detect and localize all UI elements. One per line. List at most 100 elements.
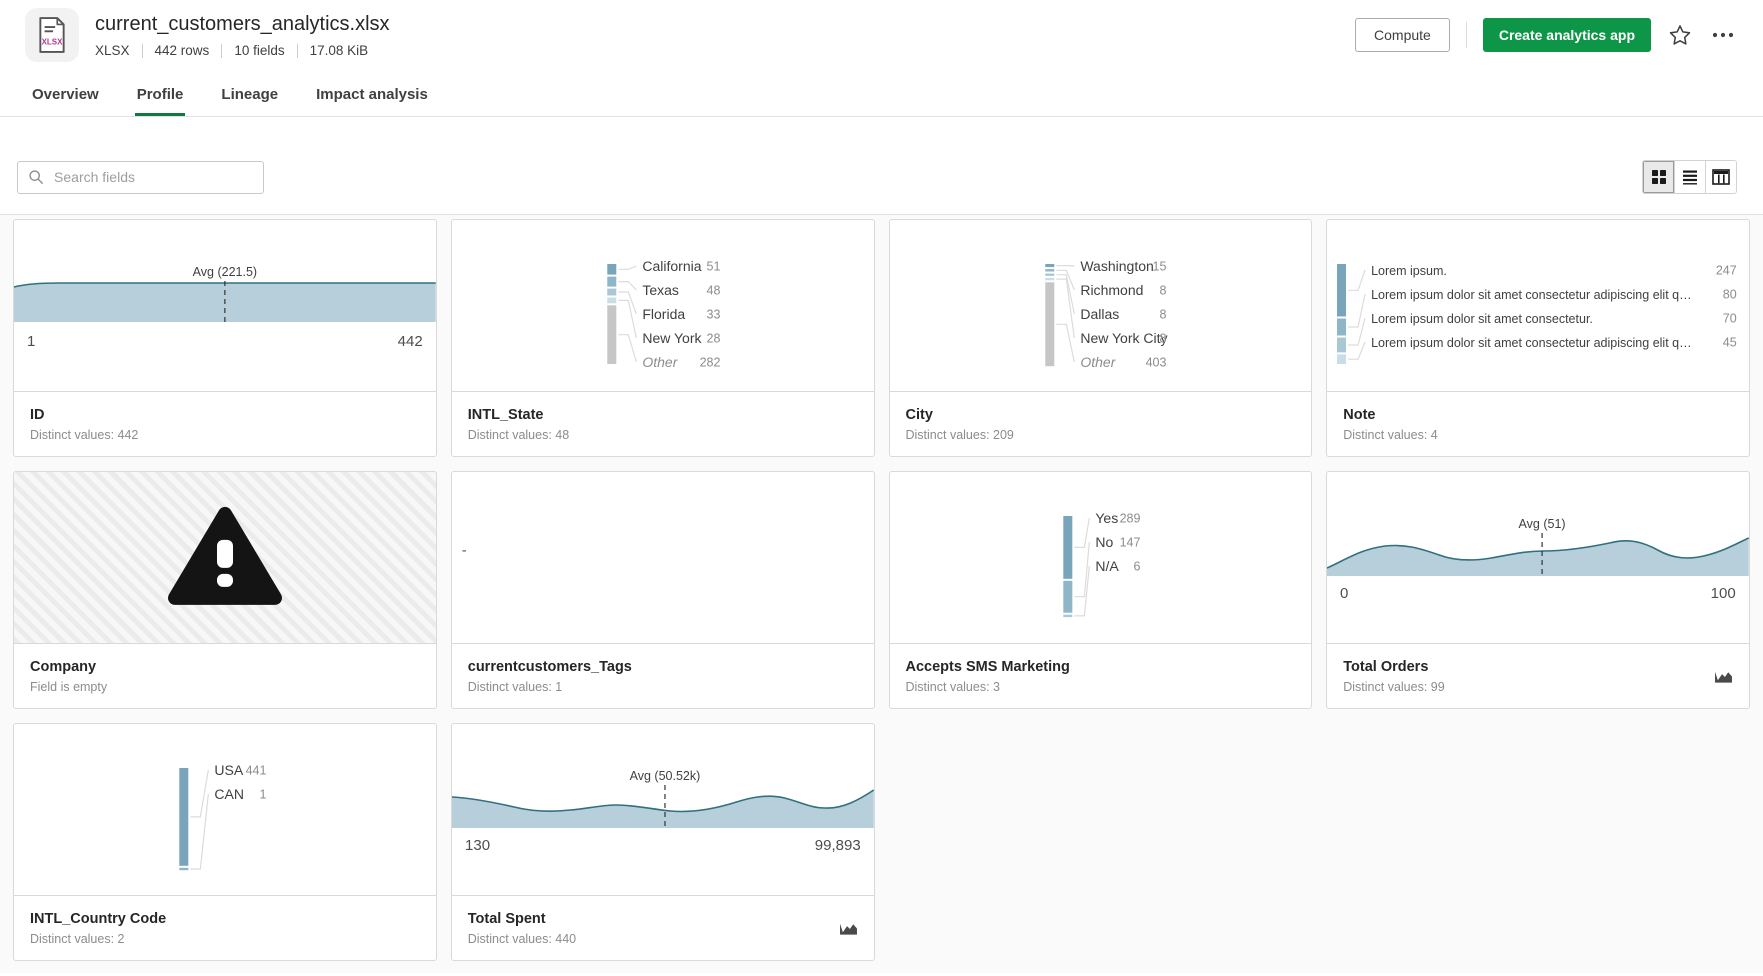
page-header: XLSX current_customers_analytics.xlsx XL…	[0, 0, 1763, 62]
fields-grid: Avg (221.5) 1 442 ID Distinct values: 442 …	[13, 219, 1750, 961]
total-orders-distribution-chart: Avg (51) 0 100	[1327, 472, 1749, 643]
field-meta: Distinct values: 99	[1343, 679, 1445, 694]
field-meta: Field is empty	[30, 679, 108, 694]
field-meta: Distinct values: 2	[30, 931, 125, 946]
field-card-company: Company Field is empty	[13, 471, 437, 709]
xlsx-file-icon: XLSX	[25, 8, 79, 62]
grid-view-button[interactable]	[1643, 161, 1674, 193]
area-chart-icon[interactable]	[1714, 668, 1733, 684]
svg-text:New York: New York	[642, 330, 702, 346]
svg-text:8: 8	[1159, 332, 1166, 346]
list-view-button[interactable]	[1674, 161, 1705, 193]
field-card-accepts-sms-marketing: Yes 289 No 147 N/A 6 Accepts SMS Marketing Di…	[888, 471, 1313, 709]
tab-lineage[interactable]: Lineage	[221, 86, 279, 103]
field-name: Company	[30, 659, 97, 676]
compute-button[interactable]: Compute	[1355, 18, 1450, 52]
svg-text:California: California	[642, 258, 701, 274]
meta-row-count: 442 rows	[154, 43, 210, 58]
table-view-button[interactable]	[1705, 161, 1736, 193]
star-icon	[1669, 25, 1691, 45]
field-card-city: Washington 15 Richmond 8 Dallas 8 New York Cit…	[888, 219, 1313, 457]
search-box	[17, 160, 264, 194]
field-meta: Distinct values: 3	[905, 679, 1000, 694]
svg-text:0: 0	[1340, 585, 1348, 602]
create-analytics-app-button[interactable]: Create analytics app	[1482, 18, 1651, 52]
svg-text:51: 51	[706, 260, 720, 274]
meta-field-count: 10 fields	[234, 43, 285, 58]
field-name: ID	[30, 407, 45, 424]
tags-placeholder-chart: -	[452, 472, 874, 643]
svg-text:282: 282	[699, 356, 720, 370]
svg-text:Richmond: Richmond	[1080, 282, 1143, 298]
note-top-values-chart: Lorem ipsum. 247 Lorem ipsum dolor sit ame…	[1327, 220, 1749, 391]
svg-text:1: 1	[27, 333, 35, 350]
field-meta: Distinct values: 440	[467, 931, 577, 946]
id-distribution-chart: Avg (221.5) 1 442	[14, 220, 436, 391]
meta-file-type: XLSX	[95, 43, 130, 58]
field-card-id: Avg (221.5) 1 442 ID Distinct values: 442	[13, 219, 437, 457]
tab-profile[interactable]: Profile	[134, 74, 186, 116]
svg-text:48: 48	[706, 284, 720, 298]
svg-text:Washington: Washington	[1080, 258, 1153, 274]
list-view-icon	[1683, 170, 1697, 185]
field-card-currentcustomers-tags: - currentcustomers_Tags Distinct values:…	[450, 471, 875, 709]
search-input[interactable]	[52, 168, 253, 186]
file-meta: XLSX 442 rows 10 fields 17.08 KiB	[95, 43, 390, 58]
view-mode-toggle	[1642, 160, 1737, 194]
svg-text:8: 8	[1159, 284, 1166, 298]
tab-overview[interactable]: Overview	[32, 86, 99, 103]
field-card-total-orders: Avg (51) 0 100 Total Orders Distinct value…	[1326, 471, 1750, 709]
meta-divider	[221, 43, 223, 58]
svg-text:Lorem ipsum.: Lorem ipsum.	[1371, 264, 1447, 278]
page-title: current_customers_analytics.xlsx	[95, 13, 390, 35]
field-meta: Distinct values: 48	[467, 427, 570, 442]
field-meta: Distinct values: 209	[905, 427, 1014, 442]
tab-bar: Overview Profile Lineage Impact analysis	[0, 74, 1763, 117]
field-name: currentcustomers_Tags	[467, 659, 632, 676]
svg-text:USA: USA	[214, 762, 243, 778]
tab-impact-analysis[interactable]: Impact analysis	[316, 86, 428, 103]
field-meta: Distinct values: 442	[30, 427, 139, 442]
svg-text:Lorem ipsum dolor sit amet con: Lorem ipsum dolor sit amet consectetur a…	[1371, 336, 1692, 350]
null-value-label: -	[461, 542, 467, 559]
svg-text:442: 442	[398, 333, 423, 350]
field-name: INTL_Country Code	[30, 911, 167, 928]
svg-text:100: 100	[1711, 585, 1736, 602]
total-spent-distribution-chart: Avg (50.52k) 130 99,893	[451, 724, 874, 895]
svg-text:Avg (221.5): Avg (221.5)	[193, 265, 257, 279]
field-card-intl-country-code: USA 441 CAN 1 INTL_Country Code Distinct va…	[13, 723, 437, 961]
svg-text:Avg (51): Avg (51)	[1519, 517, 1566, 531]
svg-text:New York City: New York City	[1080, 330, 1167, 346]
field-name: Total Orders	[1343, 659, 1429, 676]
grid-view-icon	[1651, 170, 1666, 184]
empty-field-warning	[14, 472, 436, 643]
meta-file-size: 17.08 KiB	[309, 43, 369, 58]
field-card-intl-state: California 51 Texas 48 Florida 33 New York 28 Ot…	[450, 219, 875, 457]
file-type-label: XLSX	[42, 38, 63, 47]
field-meta: Distinct values: 1	[467, 679, 563, 694]
svg-text:70: 70	[1723, 312, 1737, 326]
actions-divider	[1465, 22, 1467, 48]
table-view-icon	[1712, 169, 1730, 185]
area-chart-icon[interactable]	[839, 920, 858, 936]
svg-text:Lorem ipsum dolor sit amet con: Lorem ipsum dolor sit amet consectetur a…	[1371, 288, 1692, 302]
svg-text:Avg (50.52k): Avg (50.52k)	[629, 769, 700, 783]
svg-text:15: 15	[1152, 260, 1166, 274]
intl-state-top-values-chart: California 51 Texas 48 Florida 33 New York 28 Ot…	[452, 220, 874, 391]
svg-text:1: 1	[259, 788, 266, 802]
meta-divider	[141, 43, 143, 58]
svg-text:147: 147	[1119, 536, 1140, 550]
field-card-total-spent: Avg (50.52k) 130 99,893 Total Spent Distin…	[450, 723, 875, 961]
svg-text:Lorem ipsum dolor sit amet con: Lorem ipsum dolor sit amet consectetur.	[1371, 312, 1593, 326]
svg-text:No: No	[1095, 534, 1113, 550]
svg-text:N/A: N/A	[1095, 558, 1119, 574]
svg-text:Other: Other	[642, 354, 678, 370]
svg-text:Yes: Yes	[1095, 510, 1118, 526]
favorite-star-button[interactable]	[1667, 22, 1693, 48]
svg-text:99,893: 99,893	[815, 837, 861, 854]
svg-text:Florida: Florida	[642, 306, 685, 322]
more-options-button[interactable]	[1709, 30, 1737, 40]
field-name: Total Spent	[467, 911, 546, 928]
search-icon	[29, 170, 43, 184]
sms-top-values-chart: Yes 289 No 147 N/A 6	[890, 472, 1312, 643]
